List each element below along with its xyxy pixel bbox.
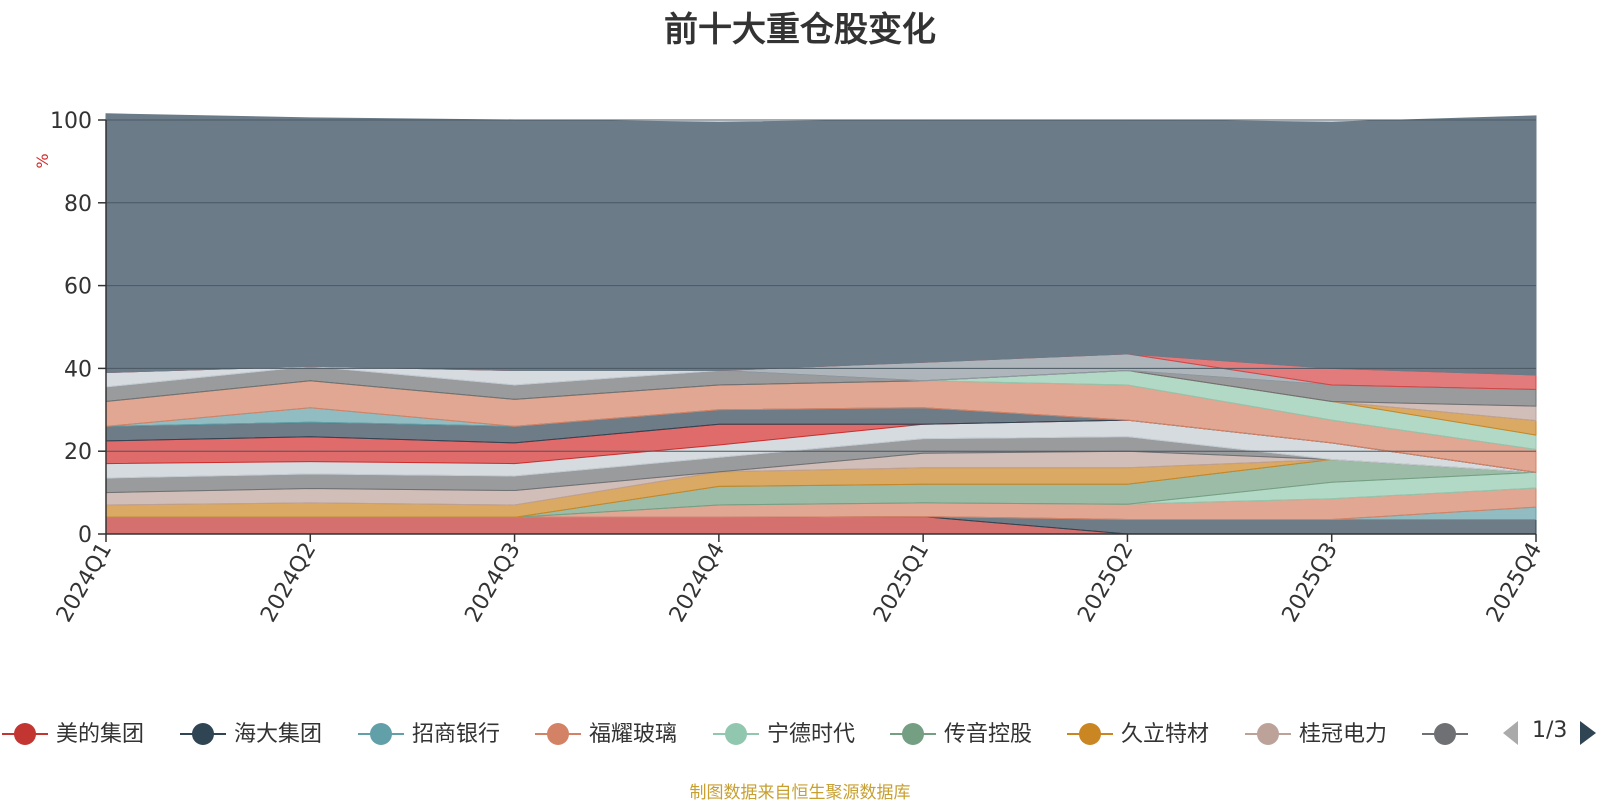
legend-label: 久立特材: [1121, 722, 1210, 747]
legend-symbol-icon: [358, 723, 404, 745]
legend-label: 桂冠电力: [1299, 722, 1388, 747]
legend-symbol-icon: [1422, 723, 1468, 745]
legend-next-icon[interactable]: [1576, 718, 1600, 748]
legend-page-indicator: 1/3: [1532, 718, 1568, 743]
legend-prev-icon[interactable]: [1500, 718, 1530, 748]
legend-item[interactable]: 海大集团: [178, 712, 322, 752]
legend-symbol-icon: [535, 723, 581, 745]
legend-item[interactable]: 美的集团: [0, 712, 144, 752]
y-tick-label: 20: [64, 440, 92, 465]
legend-label: 美的集团: [56, 722, 145, 747]
x-tick-label: 2025Q1: [869, 539, 934, 627]
legend-symbol-icon: [1245, 723, 1291, 745]
x-tick-label: 2024Q2: [256, 539, 321, 627]
legend-symbol-icon: [890, 723, 936, 745]
legend-label: 福耀玻璃: [589, 722, 678, 747]
x-tick-label: 2024Q3: [460, 539, 525, 627]
legend-label: 传音控股: [944, 722, 1033, 747]
source-note: 制图数据来自恒生聚源数据库: [689, 783, 911, 803]
x-tick-label: 2025Q4: [1482, 539, 1547, 627]
legend-label: 招商银行: [412, 722, 501, 747]
y-tick-label: 40: [64, 357, 92, 382]
chart-title: 前十大重仓股变化: [664, 10, 936, 50]
stacked-area-chart: 0 20 40 60 80 100% 2024Q1 2024Q2 2024Q3 2024Q4 202…: [33, 109, 1547, 627]
legend-item[interactable]: 桂冠电力: [1243, 712, 1387, 752]
y-axis-label: %: [33, 153, 52, 168]
y-tick-label: 60: [64, 275, 92, 300]
y-tick-label: 0: [78, 523, 92, 548]
legend-item[interactable]: 久立特材: [1065, 712, 1209, 752]
x-tick-label: 2024Q1: [52, 539, 117, 627]
area-layer: [105, 113, 1537, 535]
x-tick-label: 2025Q2: [1073, 539, 1138, 627]
y-tick-label: 80: [64, 192, 92, 217]
x-tick-label: 2025Q3: [1278, 539, 1343, 627]
legend-item[interactable]: 第9项: [1420, 712, 1468, 752]
legend-symbol-icon: [713, 723, 759, 745]
legend-label: 海大集团: [234, 722, 323, 747]
legend-symbol-icon: [2, 723, 48, 745]
legend-symbol-icon: [1067, 723, 1113, 745]
legend-item[interactable]: 招商银行: [356, 712, 500, 752]
legend-label: 宁德时代: [767, 722, 856, 747]
legend: 美的集团 海大集团 招商银行 福耀玻璃 宁德时代 传音控股 久立特材 桂冠电力 第9项 1/3: [0, 712, 1600, 752]
legend-items: 美的集团 海大集团 招商银行 福耀玻璃 宁德时代 传音控股 久立特材 桂冠电力 第9项: [0, 712, 1468, 752]
legend-item[interactable]: 福耀玻璃: [533, 712, 677, 752]
grid-lines: [106, 119, 1536, 452]
area-series-22: [105, 113, 1537, 376]
y-tick-label: 100: [50, 109, 92, 134]
legend-symbol-icon: [180, 723, 226, 745]
x-tick-label: 2024Q4: [665, 539, 730, 627]
legend-item[interactable]: 宁德时代: [711, 712, 855, 752]
legend-item[interactable]: 传音控股: [888, 712, 1032, 752]
